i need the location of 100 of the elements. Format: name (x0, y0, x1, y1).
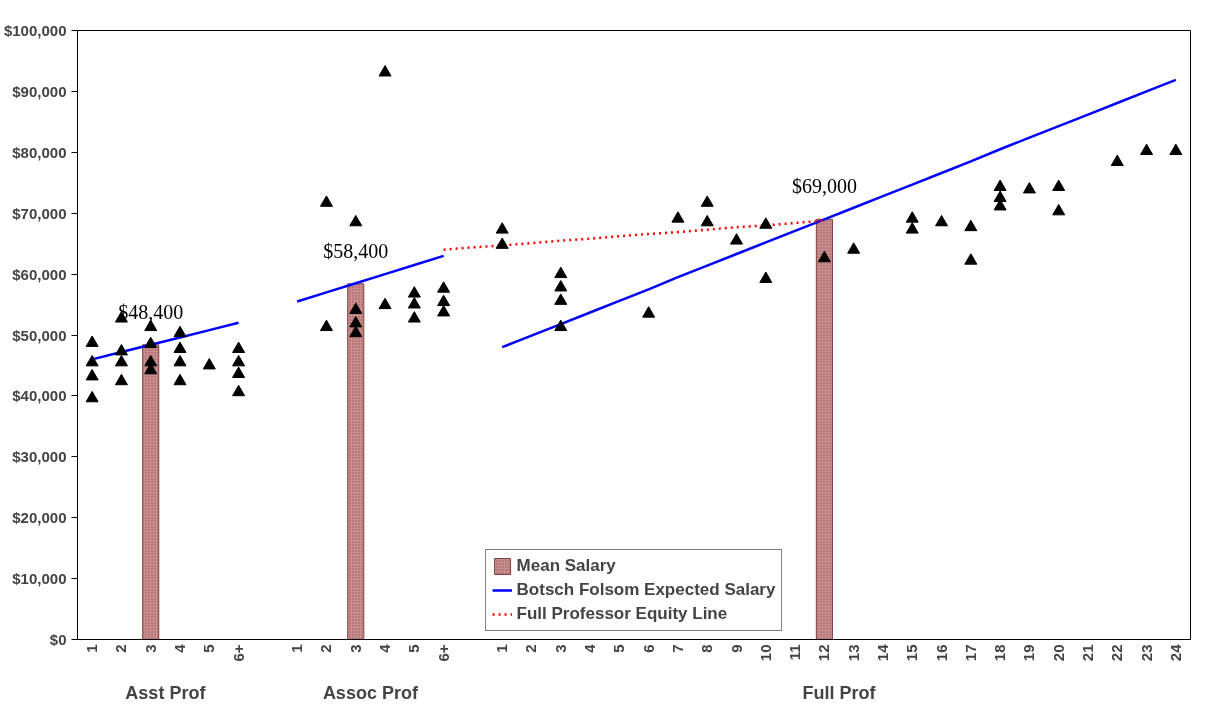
x-tick-label: 12 (815, 644, 833, 662)
point (173, 341, 187, 353)
point (700, 214, 714, 227)
x-tick-label: 3 (141, 644, 159, 653)
point (817, 250, 831, 263)
x-tick-label: 13 (844, 644, 862, 662)
point (349, 316, 363, 328)
x-tick-label: 1 (493, 644, 511, 653)
x-tick-label: 24 (1166, 643, 1184, 662)
y-tick-label: $100,000 (3, 22, 67, 39)
point (232, 354, 246, 367)
data-label: $69,000 (791, 175, 857, 198)
y-tick-label: $40,000 (12, 387, 67, 405)
x-tick-label: 6+ (434, 644, 452, 662)
point (85, 354, 99, 367)
point (847, 242, 861, 254)
x-tick-label: 5 (200, 644, 218, 653)
x-tick-label: 4 (581, 643, 599, 653)
x-tick-label: 23 (1137, 644, 1155, 662)
point (671, 211, 685, 223)
point (114, 373, 128, 386)
x-tick-label: 7 (668, 644, 686, 653)
point (232, 366, 246, 378)
x-tick-label: 6+ (229, 644, 247, 662)
point (964, 253, 978, 265)
point (554, 293, 568, 305)
x-tick-label: 16 (932, 644, 950, 662)
point (349, 302, 363, 314)
point (905, 222, 919, 234)
point (378, 297, 392, 310)
y-tick-label: $0 (49, 631, 67, 648)
x-tick-label: 10 (756, 644, 774, 662)
x-tick-label: 2 (112, 644, 130, 653)
legend-label: Full Professor Equity Line (516, 604, 728, 624)
y-tick-label: $70,000 (12, 204, 67, 222)
x-tick-label: 1 (288, 644, 306, 653)
y-tick-label: $80,000 (12, 143, 67, 161)
x-tick-label: 5 (405, 644, 423, 653)
y-tick-label: $90,000 (12, 82, 67, 100)
x-tick-label: 3 (551, 644, 569, 653)
text: Full Prof (802, 682, 877, 703)
point (114, 354, 128, 367)
point (437, 294, 451, 307)
line-series (442, 219, 826, 251)
text: Asst Prof (125, 682, 207, 703)
point (437, 281, 451, 293)
x-tick-label: 8 (698, 644, 716, 653)
point (1110, 154, 1124, 167)
point (173, 325, 187, 338)
point (554, 266, 568, 279)
text: Assoc Prof (322, 682, 419, 703)
legend-label: Botsch Folsom Expected Salary (516, 580, 776, 600)
x-tick-label: 4 (376, 643, 394, 653)
x-tick-label: 22 (1108, 644, 1126, 662)
point (319, 195, 333, 207)
point (905, 211, 919, 223)
point (232, 384, 246, 397)
point (378, 65, 392, 77)
x-tick-label: 19 (1020, 644, 1038, 662)
x-tick-label: 21 (1078, 644, 1096, 662)
x-tick-label: 15 (903, 644, 921, 662)
point (349, 325, 363, 338)
y-tick-label: $50,000 (12, 326, 67, 344)
point (759, 271, 773, 283)
point (1022, 182, 1036, 194)
x-tick-label: 5 (610, 644, 628, 653)
x-tick-label: 2 (522, 644, 540, 653)
x-tick-label: 11 (786, 644, 804, 661)
x-tick-label: 17 (961, 644, 979, 662)
point (114, 344, 128, 356)
point (85, 335, 99, 347)
y-tick-label: $10,000 (12, 570, 67, 588)
point (495, 237, 509, 249)
point (232, 341, 246, 353)
x-tick-label: 1 (83, 644, 101, 653)
x-tick-label: 6 (639, 644, 657, 653)
x-tick-label: 3 (346, 644, 364, 653)
x-tick-label: 20 (1049, 644, 1067, 662)
legend-label: Mean Salary (516, 556, 616, 576)
point (700, 195, 714, 207)
point (554, 319, 568, 332)
point (642, 306, 656, 318)
x-tick-label: 9 (727, 644, 745, 653)
point (349, 214, 363, 227)
point (1052, 203, 1066, 216)
point (993, 179, 1007, 191)
point (407, 311, 421, 323)
point (1169, 143, 1183, 156)
x-tick-label: 14 (873, 643, 891, 662)
point (202, 358, 216, 370)
point (993, 199, 1007, 211)
point (85, 368, 99, 381)
point (730, 233, 744, 245)
data-label: $58,400 (323, 239, 389, 262)
point (759, 217, 773, 229)
point (964, 219, 978, 232)
point (407, 297, 421, 309)
point (935, 214, 949, 227)
point (407, 286, 421, 298)
point (173, 373, 187, 386)
